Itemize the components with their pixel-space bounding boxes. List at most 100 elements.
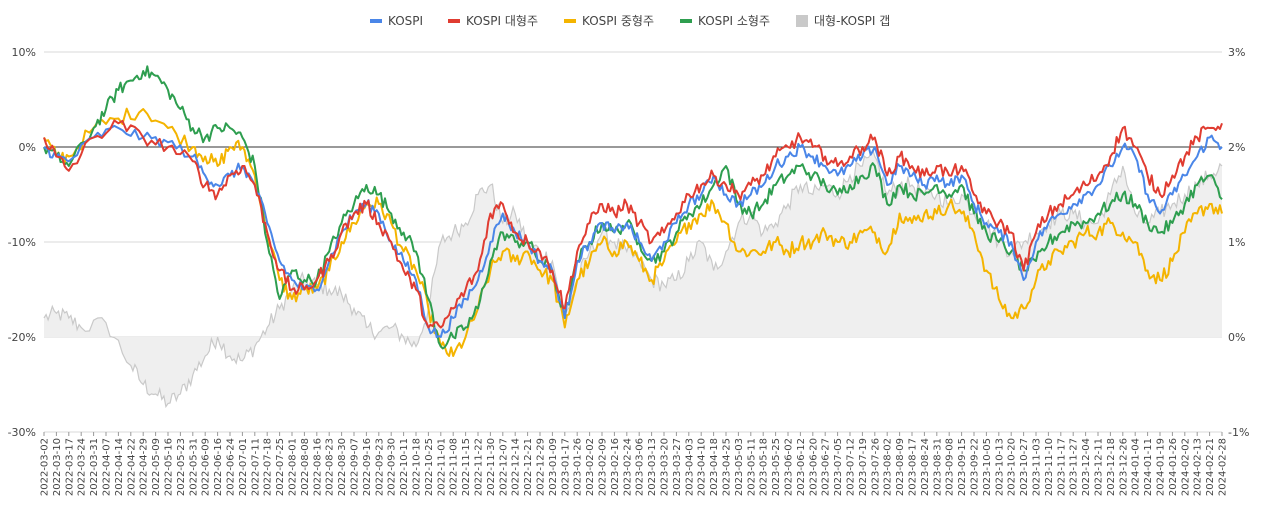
y-tick-label-left: -20% xyxy=(8,331,36,344)
y-tick-label-left: -30% xyxy=(8,426,36,439)
series-line-mid xyxy=(43,107,1223,357)
legend-item: KOSPI 대형주 xyxy=(448,14,538,28)
x-tick-label: 2023-01-09 xyxy=(548,438,559,496)
x-tick-label: 2022-03-31 xyxy=(89,438,100,496)
x-tick-label: 2024-02-02 xyxy=(1180,438,1191,496)
x-tick-label: 2022-08-30 xyxy=(337,438,348,496)
y-tick-label-right: -1% xyxy=(1228,426,1249,439)
x-tick-label: 2023-04-03 xyxy=(684,438,695,496)
x-tick-label: 2022-05-09 xyxy=(151,438,162,496)
x-tick-label: 2022-05-16 xyxy=(164,438,175,496)
x-tick-label: 2022-11-08 xyxy=(449,438,460,496)
x-tick-label: 2023-05-03 xyxy=(734,438,745,496)
legend-label: KOSPI 소형주 xyxy=(698,14,770,28)
x-tick-label: 2023-05-18 xyxy=(759,438,770,496)
legend-label: KOSPI 중형주 xyxy=(582,14,654,28)
x-tick-label: 2022-03-10 xyxy=(52,438,63,496)
legend-item: KOSPI xyxy=(370,14,423,28)
x-tick-label: 2022-05-23 xyxy=(176,438,187,496)
x-tick-label: 2024-01-04 xyxy=(1131,438,1142,496)
x-tick-label: 2023-10-27 xyxy=(1019,438,1030,496)
series-line-kospi xyxy=(43,124,1223,339)
legend-swatch xyxy=(680,19,692,23)
x-tick-label: 2022-08-23 xyxy=(325,438,336,496)
x-tick-label: 2024-01-26 xyxy=(1168,438,1179,496)
legend-swatch xyxy=(448,19,460,23)
legend-swatch xyxy=(796,15,808,27)
legend-label: 대형-KOSPI 갭 xyxy=(814,14,890,28)
x-tick-label: 2024-02-13 xyxy=(1193,438,1204,496)
x-tick-label: 2022-07-25 xyxy=(275,438,286,496)
x-tick-label: 2022-06-16 xyxy=(213,438,224,496)
x-tick-label: 2023-02-16 xyxy=(610,438,621,496)
x-tick-label: 2022-07-18 xyxy=(263,438,274,496)
x-tick-label: 2023-03-06 xyxy=(635,438,646,496)
x-tick-label: 2023-11-17 xyxy=(1056,438,1067,496)
x-tick-label: 2022-03-24 xyxy=(77,438,88,496)
legend-label: KOSPI xyxy=(388,14,423,28)
x-tick-label: 2023-12-26 xyxy=(1118,438,1129,496)
x-tick-label: 2022-10-11 xyxy=(399,438,410,496)
x-tick-label: 2022-05-31 xyxy=(188,438,199,496)
x-tick-label: 2022-07-11 xyxy=(250,438,261,496)
x-tick-label: 2024-02-28 xyxy=(1218,438,1229,496)
x-tick-label: 2023-10-20 xyxy=(1007,438,1018,496)
x-tick-label: 2022-12-07 xyxy=(498,438,509,496)
x-tick-label: 2023-12-04 xyxy=(1081,438,1092,496)
legend-label: KOSPI 대형주 xyxy=(466,14,538,28)
x-tick-label: 2022-11-30 xyxy=(486,438,497,496)
x-tick-label: 2022-12-14 xyxy=(511,438,522,496)
x-tick-label: 2022-08-16 xyxy=(312,438,323,496)
x-tick-label: 2022-03-02 xyxy=(40,438,51,496)
x-tick-label: 2023-09-15 xyxy=(957,438,968,496)
x-tick-label: 2023-06-12 xyxy=(796,438,807,496)
x-tick-label: 2022-04-07 xyxy=(102,438,113,496)
x-tick-label: 2023-06-27 xyxy=(821,438,832,496)
x-tick-label: 2022-12-21 xyxy=(523,438,534,496)
series-line-large xyxy=(43,119,1223,329)
x-tick-label: 2023-11-27 xyxy=(1069,438,1080,496)
x-tick-label: 2023-06-20 xyxy=(808,438,819,496)
x-tick-label: 2022-11-22 xyxy=(474,438,485,496)
x-tick-label: 2023-04-10 xyxy=(697,438,708,496)
y-tick-label-left: 10% xyxy=(12,46,36,59)
x-tick-label: 2022-12-29 xyxy=(536,438,547,496)
x-tick-label: 2022-03-17 xyxy=(64,438,75,496)
x-tick-label: 2023-08-02 xyxy=(883,438,894,496)
x-tick-label: 2023-02-24 xyxy=(622,438,633,496)
y-tick-label-right: 3% xyxy=(1228,46,1245,59)
x-tick-label: 2022-08-08 xyxy=(300,438,311,496)
x-tick-label: 2023-11-10 xyxy=(1044,438,1055,496)
x-tick-label: 2022-11-01 xyxy=(436,438,447,496)
x-tick-label: 2023-07-05 xyxy=(833,438,844,496)
x-tick-label: 2023-06-02 xyxy=(784,438,795,496)
x-tick-label: 2023-12-11 xyxy=(1094,438,1105,496)
y-tick-label-left: 0% xyxy=(19,141,36,154)
x-tick-label: 2024-02-21 xyxy=(1205,438,1216,496)
y-tick-label-left: -10% xyxy=(8,236,36,249)
x-tick-label: 2023-05-11 xyxy=(746,438,757,496)
x-tick-label: 2023-07-12 xyxy=(846,438,857,496)
x-tick-label: 2022-09-16 xyxy=(362,438,373,496)
x-tick-label: 2023-07-19 xyxy=(858,438,869,496)
x-tick-label: 2023-10-13 xyxy=(994,438,1005,496)
x-tick-label: 2022-11-15 xyxy=(461,438,472,496)
legend: KOSPI KOSPI 대형주 KOSPI 중형주 KOSPI 소형주 대형-KOSPI… xyxy=(370,14,890,28)
axis-layer: 10%0%-10%-20%-30%3%2%1%0%-1%2022-03-02 20… xyxy=(8,46,1250,496)
x-tick-label: 2023-11-03 xyxy=(1032,438,1043,496)
x-tick-label: 2023-05-25 xyxy=(771,438,782,496)
x-tick-label: 2023-01-26 xyxy=(573,438,584,496)
x-tick-label: 2024-01-11 xyxy=(1143,438,1154,496)
x-tick-label: 2023-09-08 xyxy=(945,438,956,496)
x-tick-label: 2022-06-09 xyxy=(201,438,212,496)
x-tick-label: 2022-08-01 xyxy=(288,438,299,496)
y-tick-label-right: 2% xyxy=(1228,141,1245,154)
x-tick-label: 2022-04-22 xyxy=(126,438,137,496)
x-tick-label: 2023-08-24 xyxy=(920,438,931,496)
x-tick-label: 2023-08-17 xyxy=(908,438,919,496)
x-tick-label: 2023-04-18 xyxy=(709,438,720,496)
legend-swatch xyxy=(370,19,382,23)
x-tick-label: 2024-01-19 xyxy=(1156,438,1167,496)
